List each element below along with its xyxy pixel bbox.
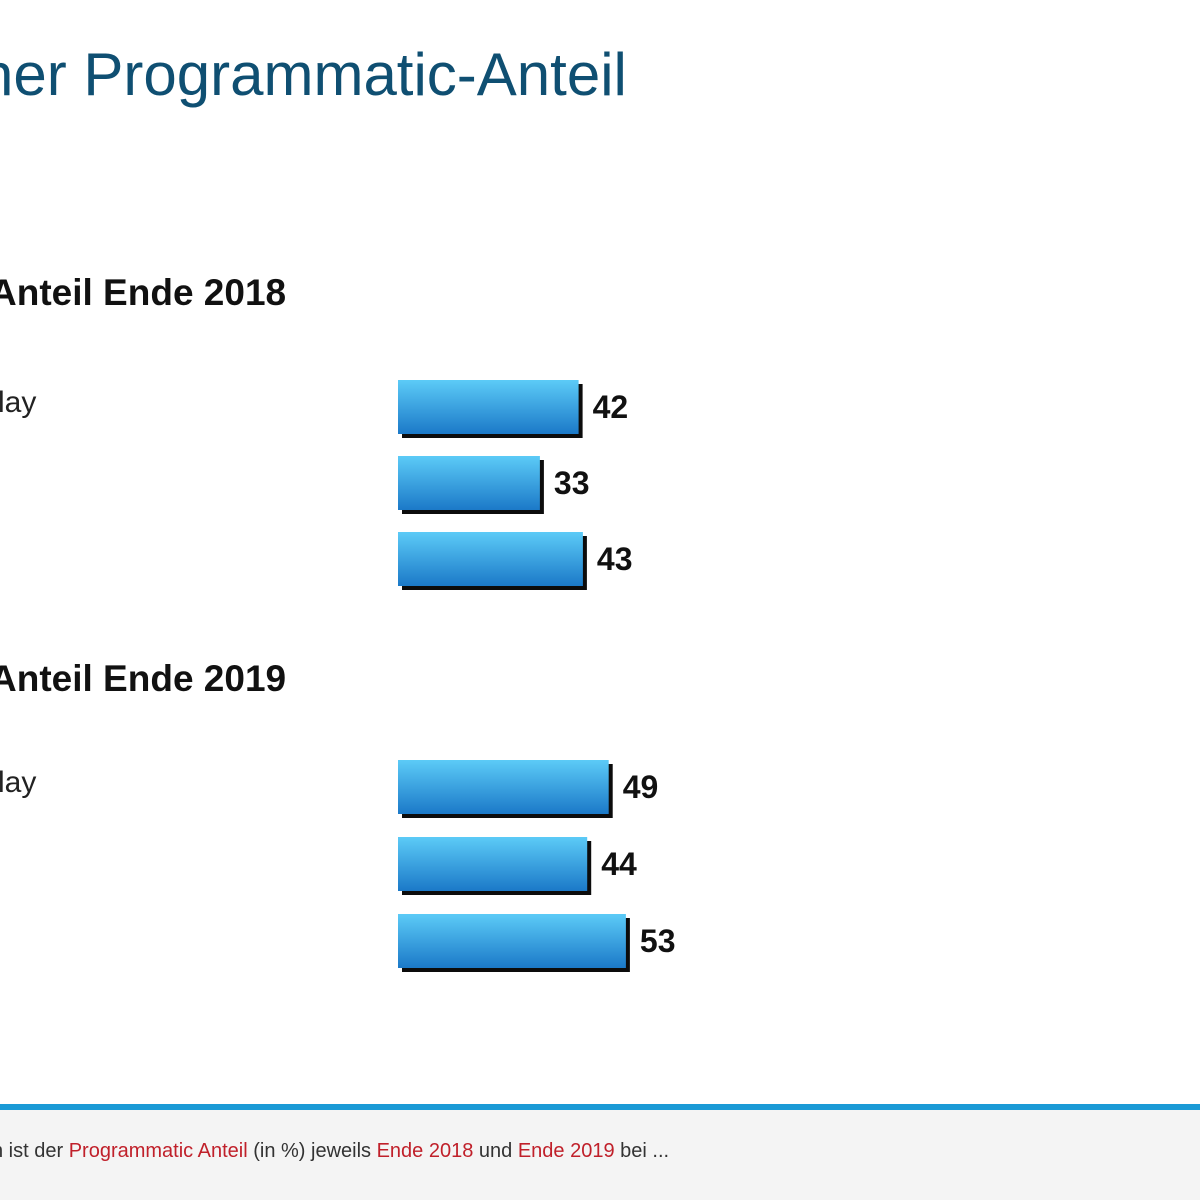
row-label-2018-1: lay bbox=[0, 386, 37, 419]
bar-2018-1 bbox=[398, 380, 579, 434]
bar-2018-2 bbox=[398, 456, 540, 510]
bar-value-label-2019-3: 53 bbox=[640, 923, 676, 959]
footnote-highlight-2018: Ende 2018 bbox=[376, 1140, 474, 1162]
bar-2019-3 bbox=[398, 914, 626, 968]
section-heading-2019: Anteil Ende 2019 bbox=[0, 658, 287, 699]
footnote-highlight-2019: Ende 2019 bbox=[517, 1140, 615, 1162]
bar-2019-2 bbox=[398, 837, 588, 891]
bar-2019-1 bbox=[398, 760, 609, 814]
row-label-2019-1: lay bbox=[0, 766, 37, 799]
bar-value-label-2018-3: 43 bbox=[597, 541, 633, 577]
footnote-highlight-programmatic: Programmatic Anteil bbox=[68, 1140, 248, 1162]
section-heading-2018: Anteil Ende 2018 bbox=[0, 272, 287, 313]
bar-chart: 42 33 43 49 44 53 bbox=[398, 380, 675, 972]
bar-value-label-2019-2: 44 bbox=[601, 846, 637, 882]
footnote-prefix: n ist der bbox=[0, 1140, 64, 1162]
footer-divider bbox=[0, 1104, 1200, 1110]
bar-value-label-2018-2: 33 bbox=[554, 465, 590, 501]
bar-group-2019: 49 44 53 bbox=[398, 760, 675, 972]
footnote: n ist der Programmatic Anteil (in %) jew… bbox=[0, 1140, 669, 1163]
footer-band bbox=[0, 1110, 1200, 1200]
footnote-mid-1: (in %) jeweils bbox=[247, 1140, 377, 1162]
footnote-mid-2: und bbox=[473, 1140, 518, 1162]
bar-2018-3 bbox=[398, 532, 583, 586]
bar-value-label-2018-1: 42 bbox=[593, 389, 629, 425]
bar-value-label-2019-1: 49 bbox=[623, 769, 659, 805]
slide-title: her Programmatic-Anteil bbox=[0, 41, 627, 108]
footnote-suffix: bei ... bbox=[614, 1140, 670, 1162]
bar-group-2018: 42 33 43 bbox=[398, 380, 632, 590]
